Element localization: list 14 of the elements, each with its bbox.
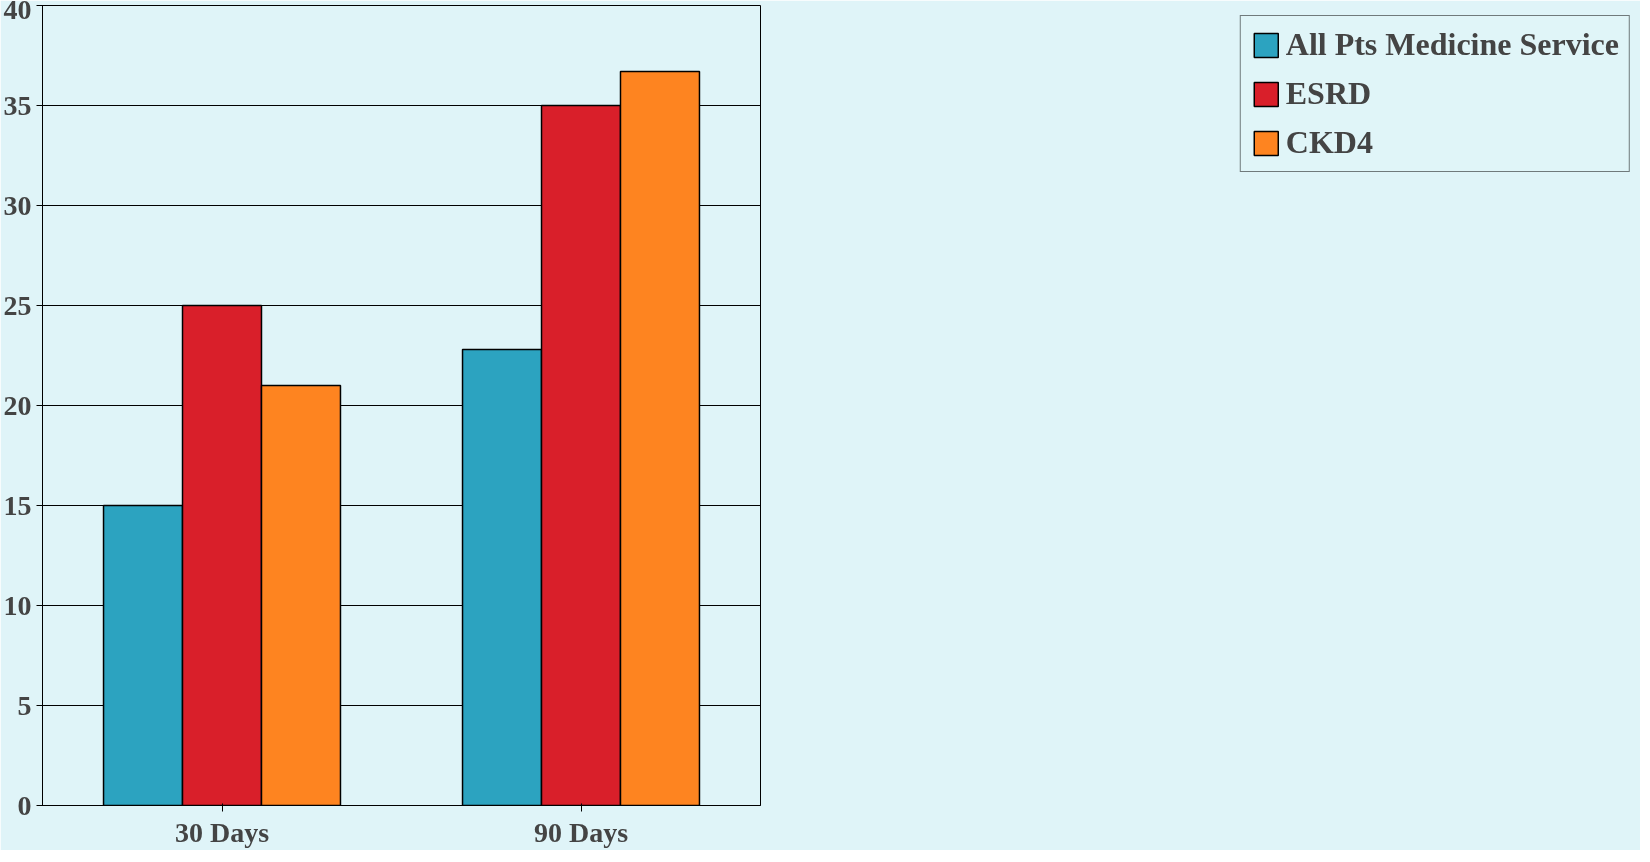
- y-tick-label: 30: [3, 189, 32, 221]
- x-tick-label: 30 Days: [174, 816, 270, 848]
- x-tick-label: 90 Days: [533, 816, 629, 848]
- y-tick-label: 40: [3, 0, 32, 25]
- y-tick-label: 15: [3, 489, 32, 521]
- legend-label: CKD4: [1285, 124, 1373, 161]
- y-tick-label: 35: [3, 89, 32, 121]
- y-tick-label: 5: [17, 689, 32, 721]
- y-tick-label: 0: [17, 789, 32, 821]
- legend-label: ESRD: [1285, 75, 1372, 112]
- y-tick-label: 20: [3, 389, 32, 421]
- legend-label: All Pts Medicine Service: [1285, 26, 1619, 63]
- y-tick-label: 25: [3, 289, 32, 321]
- y-tick-label: 10: [3, 589, 32, 621]
